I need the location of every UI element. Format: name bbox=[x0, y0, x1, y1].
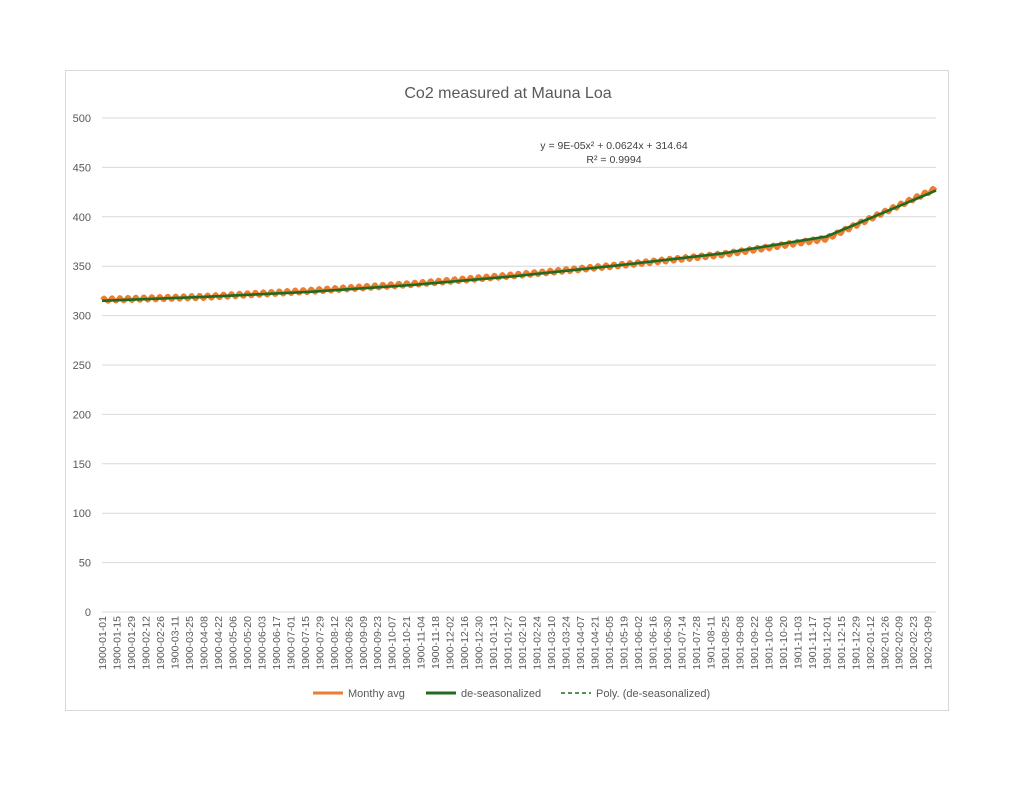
y-axis-ticks: 0 50 100 150 200 250 300 350 400 450 500 bbox=[73, 113, 91, 619]
x-tick-label: 1902-01-12 bbox=[865, 616, 877, 670]
x-tick-label: 1901-12-15 bbox=[836, 616, 848, 670]
x-tick-label: 1900-11-18 bbox=[430, 616, 442, 669]
x-tick-label: 1901-12-01 bbox=[821, 616, 833, 670]
x-tick-label: 1900-04-08 bbox=[198, 616, 210, 670]
co2-line-chart: Co2 measured at Mauna Loa 0 50 100 150 200 25… bbox=[73, 85, 938, 700]
x-tick-label: 1901-01-27 bbox=[503, 616, 515, 670]
x-tick-label: 1902-03-09 bbox=[923, 616, 935, 670]
y-tick-label: 200 bbox=[73, 409, 91, 421]
legend-label: de-seasonalized bbox=[461, 688, 541, 700]
x-tick-label: 1901-11-03 bbox=[792, 616, 804, 669]
x-tick-label: 1900-12-30 bbox=[474, 616, 486, 670]
x-tick-label: 1901-03-24 bbox=[561, 616, 573, 670]
x-tick-label: 1900-02-12 bbox=[140, 616, 152, 670]
x-tick-label: 1901-01-13 bbox=[488, 616, 500, 670]
x-tick-label: 1901-06-02 bbox=[633, 616, 645, 670]
x-tick-label: 1900-04-22 bbox=[213, 616, 225, 670]
x-tick-label: 1900-09-23 bbox=[372, 616, 384, 670]
y-tick-label: 100 bbox=[73, 508, 91, 520]
x-tick-label: 1900-11-04 bbox=[416, 616, 428, 669]
x-tick-label: 1901-08-11 bbox=[705, 616, 717, 669]
series-line-de-seasonalized bbox=[101, 189, 937, 303]
x-tick-label: 1900-01-15 bbox=[111, 616, 123, 670]
x-tick-label: 1900-05-06 bbox=[227, 616, 239, 670]
x-tick-label: 1900-08-26 bbox=[343, 616, 355, 670]
y-tick-label: 250 bbox=[73, 360, 91, 372]
y-tick-label: 50 bbox=[79, 558, 91, 570]
y-tick-label: 300 bbox=[73, 311, 91, 323]
x-tick-label: 1901-06-16 bbox=[647, 616, 659, 670]
r-squared-label: R² = 0.9994 bbox=[586, 154, 641, 166]
x-tick-label: 1901-02-10 bbox=[517, 616, 529, 670]
x-tick-label: 1900-07-15 bbox=[300, 616, 312, 670]
y-tick-label: 350 bbox=[73, 261, 91, 273]
x-tick-label: 1902-01-26 bbox=[879, 616, 891, 670]
series-line-monthy-avg bbox=[100, 185, 938, 304]
legend: Monthy avg de-seasonalized Poly. (de-seaso… bbox=[313, 688, 710, 700]
trendline-equation: y = 9E-05x² + 0.0624x + 314.64 bbox=[540, 140, 688, 152]
x-tick-label: 1900-12-16 bbox=[459, 616, 471, 670]
x-tick-label: 1901-10-20 bbox=[778, 616, 790, 670]
legend-label: Poly. (de-seasonalized) bbox=[596, 688, 710, 700]
x-tick-label: 1900-08-12 bbox=[329, 616, 341, 670]
y-tick-label: 150 bbox=[73, 459, 91, 471]
x-tick-label: 1901-05-19 bbox=[619, 616, 631, 670]
legend-label: Monthy avg bbox=[348, 688, 405, 700]
gridlines bbox=[102, 117, 936, 613]
x-tick-label: 1900-02-26 bbox=[155, 616, 167, 670]
y-tick-label: 500 bbox=[73, 113, 91, 125]
x-tick-label: 1900-05-20 bbox=[242, 616, 254, 670]
x-tick-label: 1900-03-25 bbox=[184, 616, 196, 670]
x-tick-label: 1901-07-14 bbox=[676, 616, 688, 670]
x-tick-label: 1900-10-07 bbox=[387, 616, 399, 670]
x-tick-label: 1901-06-30 bbox=[662, 616, 674, 670]
x-tick-label: 1901-04-21 bbox=[590, 616, 602, 670]
y-tick-label: 0 bbox=[85, 607, 91, 619]
y-tick-label: 450 bbox=[73, 162, 91, 174]
x-tick-label: 1900-06-03 bbox=[256, 616, 268, 670]
x-tick-label: 1900-03-11 bbox=[169, 616, 181, 669]
x-tick-label: 1901-03-10 bbox=[546, 616, 558, 670]
x-tick-label: 1900-07-01 bbox=[285, 616, 297, 670]
x-tick-label: 1900-10-21 bbox=[401, 616, 413, 670]
x-tick-label: 1901-09-22 bbox=[749, 616, 761, 670]
x-tick-label: 1901-10-06 bbox=[763, 616, 775, 670]
x-tick-label: 1900-12-02 bbox=[445, 616, 457, 670]
x-tick-label: 1901-07-28 bbox=[691, 616, 703, 670]
x-tick-label: 1900-01-29 bbox=[126, 616, 138, 670]
chart-title: Co2 measured at Mauna Loa bbox=[404, 85, 611, 102]
x-tick-label: 1900-09-09 bbox=[358, 616, 370, 670]
x-tick-label: 1901-02-24 bbox=[532, 616, 544, 670]
chart-frame: Co2 measured at Mauna Loa 0 50 100 150 200 25… bbox=[65, 70, 949, 711]
y-tick-label: 400 bbox=[73, 212, 91, 224]
series-line-poly-trendline bbox=[101, 190, 935, 302]
x-tick-label: 1901-09-08 bbox=[734, 616, 746, 670]
x-tick-label: 1900-06-17 bbox=[271, 616, 283, 670]
x-axis-ticks: 1900-01-01 1900-01-15 1900-01-29 1900-02-12… bbox=[97, 616, 935, 670]
x-tick-label: 1901-11-17 bbox=[807, 616, 819, 669]
x-tick-label: 1900-01-01 bbox=[97, 616, 109, 670]
x-tick-label: 1901-08-25 bbox=[720, 616, 732, 670]
x-tick-label: 1902-02-09 bbox=[894, 616, 906, 670]
x-tick-label: 1901-05-05 bbox=[604, 616, 616, 670]
x-tick-label: 1901-04-07 bbox=[575, 616, 587, 670]
x-tick-label: 1900-07-29 bbox=[314, 616, 326, 670]
series-layer bbox=[100, 185, 938, 304]
x-tick-label: 1902-02-23 bbox=[908, 616, 920, 670]
x-tick-label: 1901-12-29 bbox=[850, 616, 862, 670]
